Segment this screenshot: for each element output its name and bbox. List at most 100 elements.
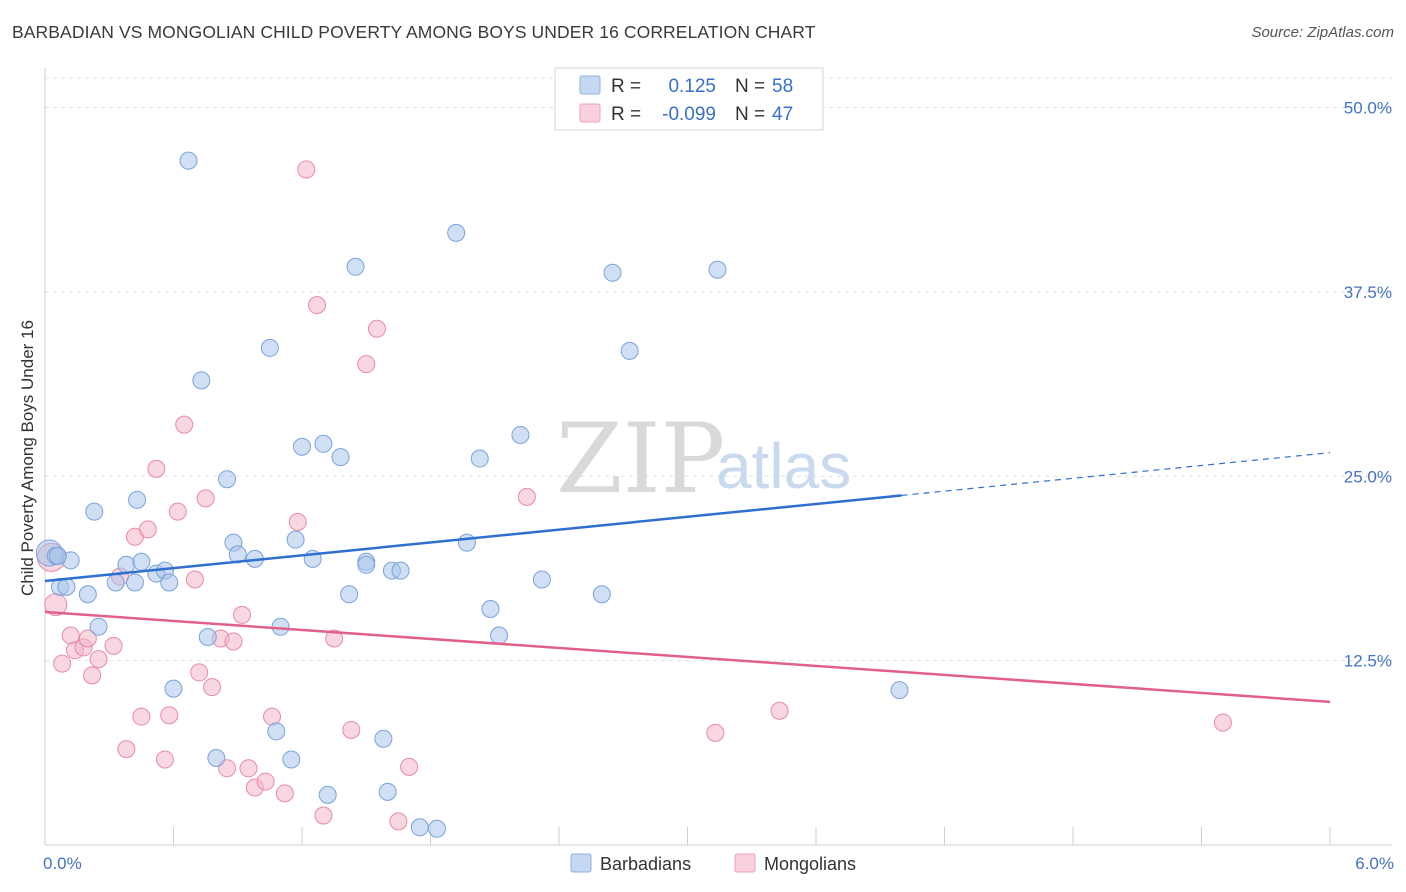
chart-title: BARBADIAN VS MONGOLIAN CHILD POVERTY AMO…	[12, 22, 816, 42]
mongolians-point	[89, 650, 108, 669]
watermark-zip: ZIP	[556, 403, 725, 515]
barbadians-point	[340, 585, 359, 604]
mongolians-point	[307, 296, 326, 315]
source-label: Source: ZipAtlas.com	[1251, 24, 1394, 41]
legend-n-value: 58	[772, 76, 793, 97]
legend-r-label: R =	[611, 104, 641, 125]
mongolians-point	[342, 720, 361, 739]
trend-lines	[44, 452, 1331, 704]
mongolians-point	[357, 355, 376, 374]
mongolians-point	[233, 605, 252, 624]
mongolians-point	[770, 701, 789, 720]
barbadians-point	[260, 338, 279, 357]
mongolians-point	[400, 757, 419, 776]
y-tick-label: 25.0%	[1344, 467, 1392, 486]
mongolians-point	[314, 806, 333, 825]
barbadians-point	[391, 561, 410, 580]
mongolians-point	[224, 632, 243, 651]
barbadians-point	[410, 818, 429, 837]
mongolians-trend-line	[44, 610, 1331, 704]
mongolians-point	[1213, 713, 1232, 732]
barbadians-point	[282, 750, 301, 769]
watermark-atlas: atlas	[716, 430, 851, 502]
barbadians-point	[603, 263, 622, 282]
mongolians-point	[78, 629, 97, 648]
barbadians-point	[314, 434, 333, 453]
barbadians-point	[160, 573, 179, 592]
mongolians-point	[147, 459, 166, 478]
mongolians-point	[297, 160, 316, 179]
top-legend: R = 0.125 N = 58 R = -0.099 N = 47	[554, 67, 824, 131]
mongolians-point	[138, 520, 157, 539]
barbadians-point	[207, 748, 226, 767]
mongolians-point	[117, 740, 136, 759]
mongolians-point	[367, 319, 386, 338]
mongolians-point	[203, 678, 222, 697]
mongolians-point	[160, 706, 179, 725]
barbadians-point	[890, 681, 909, 700]
barbadians-point	[532, 570, 551, 589]
legend-swatch-mongolians	[579, 103, 601, 123]
mongolians-point	[256, 772, 275, 791]
barbadians-point	[132, 552, 151, 571]
mongolians-point	[175, 415, 194, 434]
x-tick-label: 6.0%	[1355, 854, 1394, 873]
barbadians-point	[620, 341, 639, 360]
bottom-legend-mongolians: Mongolians	[764, 854, 856, 874]
barbadians-point	[331, 448, 350, 467]
barbadians-point	[128, 490, 147, 509]
barbadians-point	[481, 600, 500, 618]
barbadians-point	[271, 617, 290, 636]
x-tick-labels: 0.0% 6.0%	[43, 854, 1394, 873]
legend-n-label: N =	[735, 104, 765, 125]
barbadians-point	[286, 530, 305, 549]
barbadians-point	[267, 722, 286, 741]
grid	[45, 77, 1392, 662]
bottom-legend-swatch-barbadians	[570, 853, 592, 873]
barbadians-point	[427, 819, 446, 838]
bottom-legend-swatch-mongolians	[734, 853, 756, 873]
x-tick-label: 0.0%	[43, 854, 82, 873]
legend-n-label: N =	[735, 76, 765, 97]
barbadians-trend-extension	[901, 452, 1331, 497]
y-tick-label: 37.5%	[1344, 283, 1392, 302]
mongolians-point	[155, 750, 174, 769]
y-axis-label: Child Poverty Among Boys Under 16	[18, 320, 37, 596]
mongolians-point	[288, 512, 307, 531]
mongolians-point	[104, 636, 123, 655]
mongolians-point	[389, 812, 408, 831]
mongolians-point	[517, 487, 536, 506]
barbadians-point	[125, 573, 144, 592]
mongolians-point	[53, 654, 72, 673]
mongolians-point	[190, 663, 209, 682]
barbadians-point	[57, 577, 76, 596]
barbadians-point	[378, 782, 397, 801]
legend-r-value: 0.125	[668, 76, 716, 97]
barbadians-point	[357, 555, 376, 574]
barbadians-point	[293, 437, 311, 456]
barbadians-point	[89, 617, 108, 636]
barbadians-point	[346, 257, 365, 276]
mongolians-point	[196, 489, 215, 508]
barbadians-point	[708, 260, 727, 279]
mongolians-point	[325, 629, 344, 648]
barbadians-point	[179, 151, 198, 170]
barbadians-point	[106, 573, 125, 592]
legend-r-label: R =	[611, 76, 641, 97]
barbadians-point	[117, 555, 136, 574]
barbadians-point	[218, 470, 237, 489]
y-tick-labels: 12.5% 25.0% 37.5% 50.0%	[1344, 99, 1392, 671]
barbadians-point	[192, 371, 211, 390]
barbadians-point	[198, 628, 217, 647]
barbadians-point	[490, 626, 509, 645]
barbadians-point	[374, 729, 393, 748]
legend-n-value: 47	[772, 104, 793, 125]
barbadians-trend-line	[44, 494, 902, 583]
barbadians-point	[48, 546, 67, 565]
barbadians-point	[511, 425, 530, 444]
axes	[44, 68, 1392, 846]
barbadians-point	[457, 533, 476, 552]
mongolians-point	[168, 502, 187, 521]
mongolians-point	[132, 707, 151, 726]
